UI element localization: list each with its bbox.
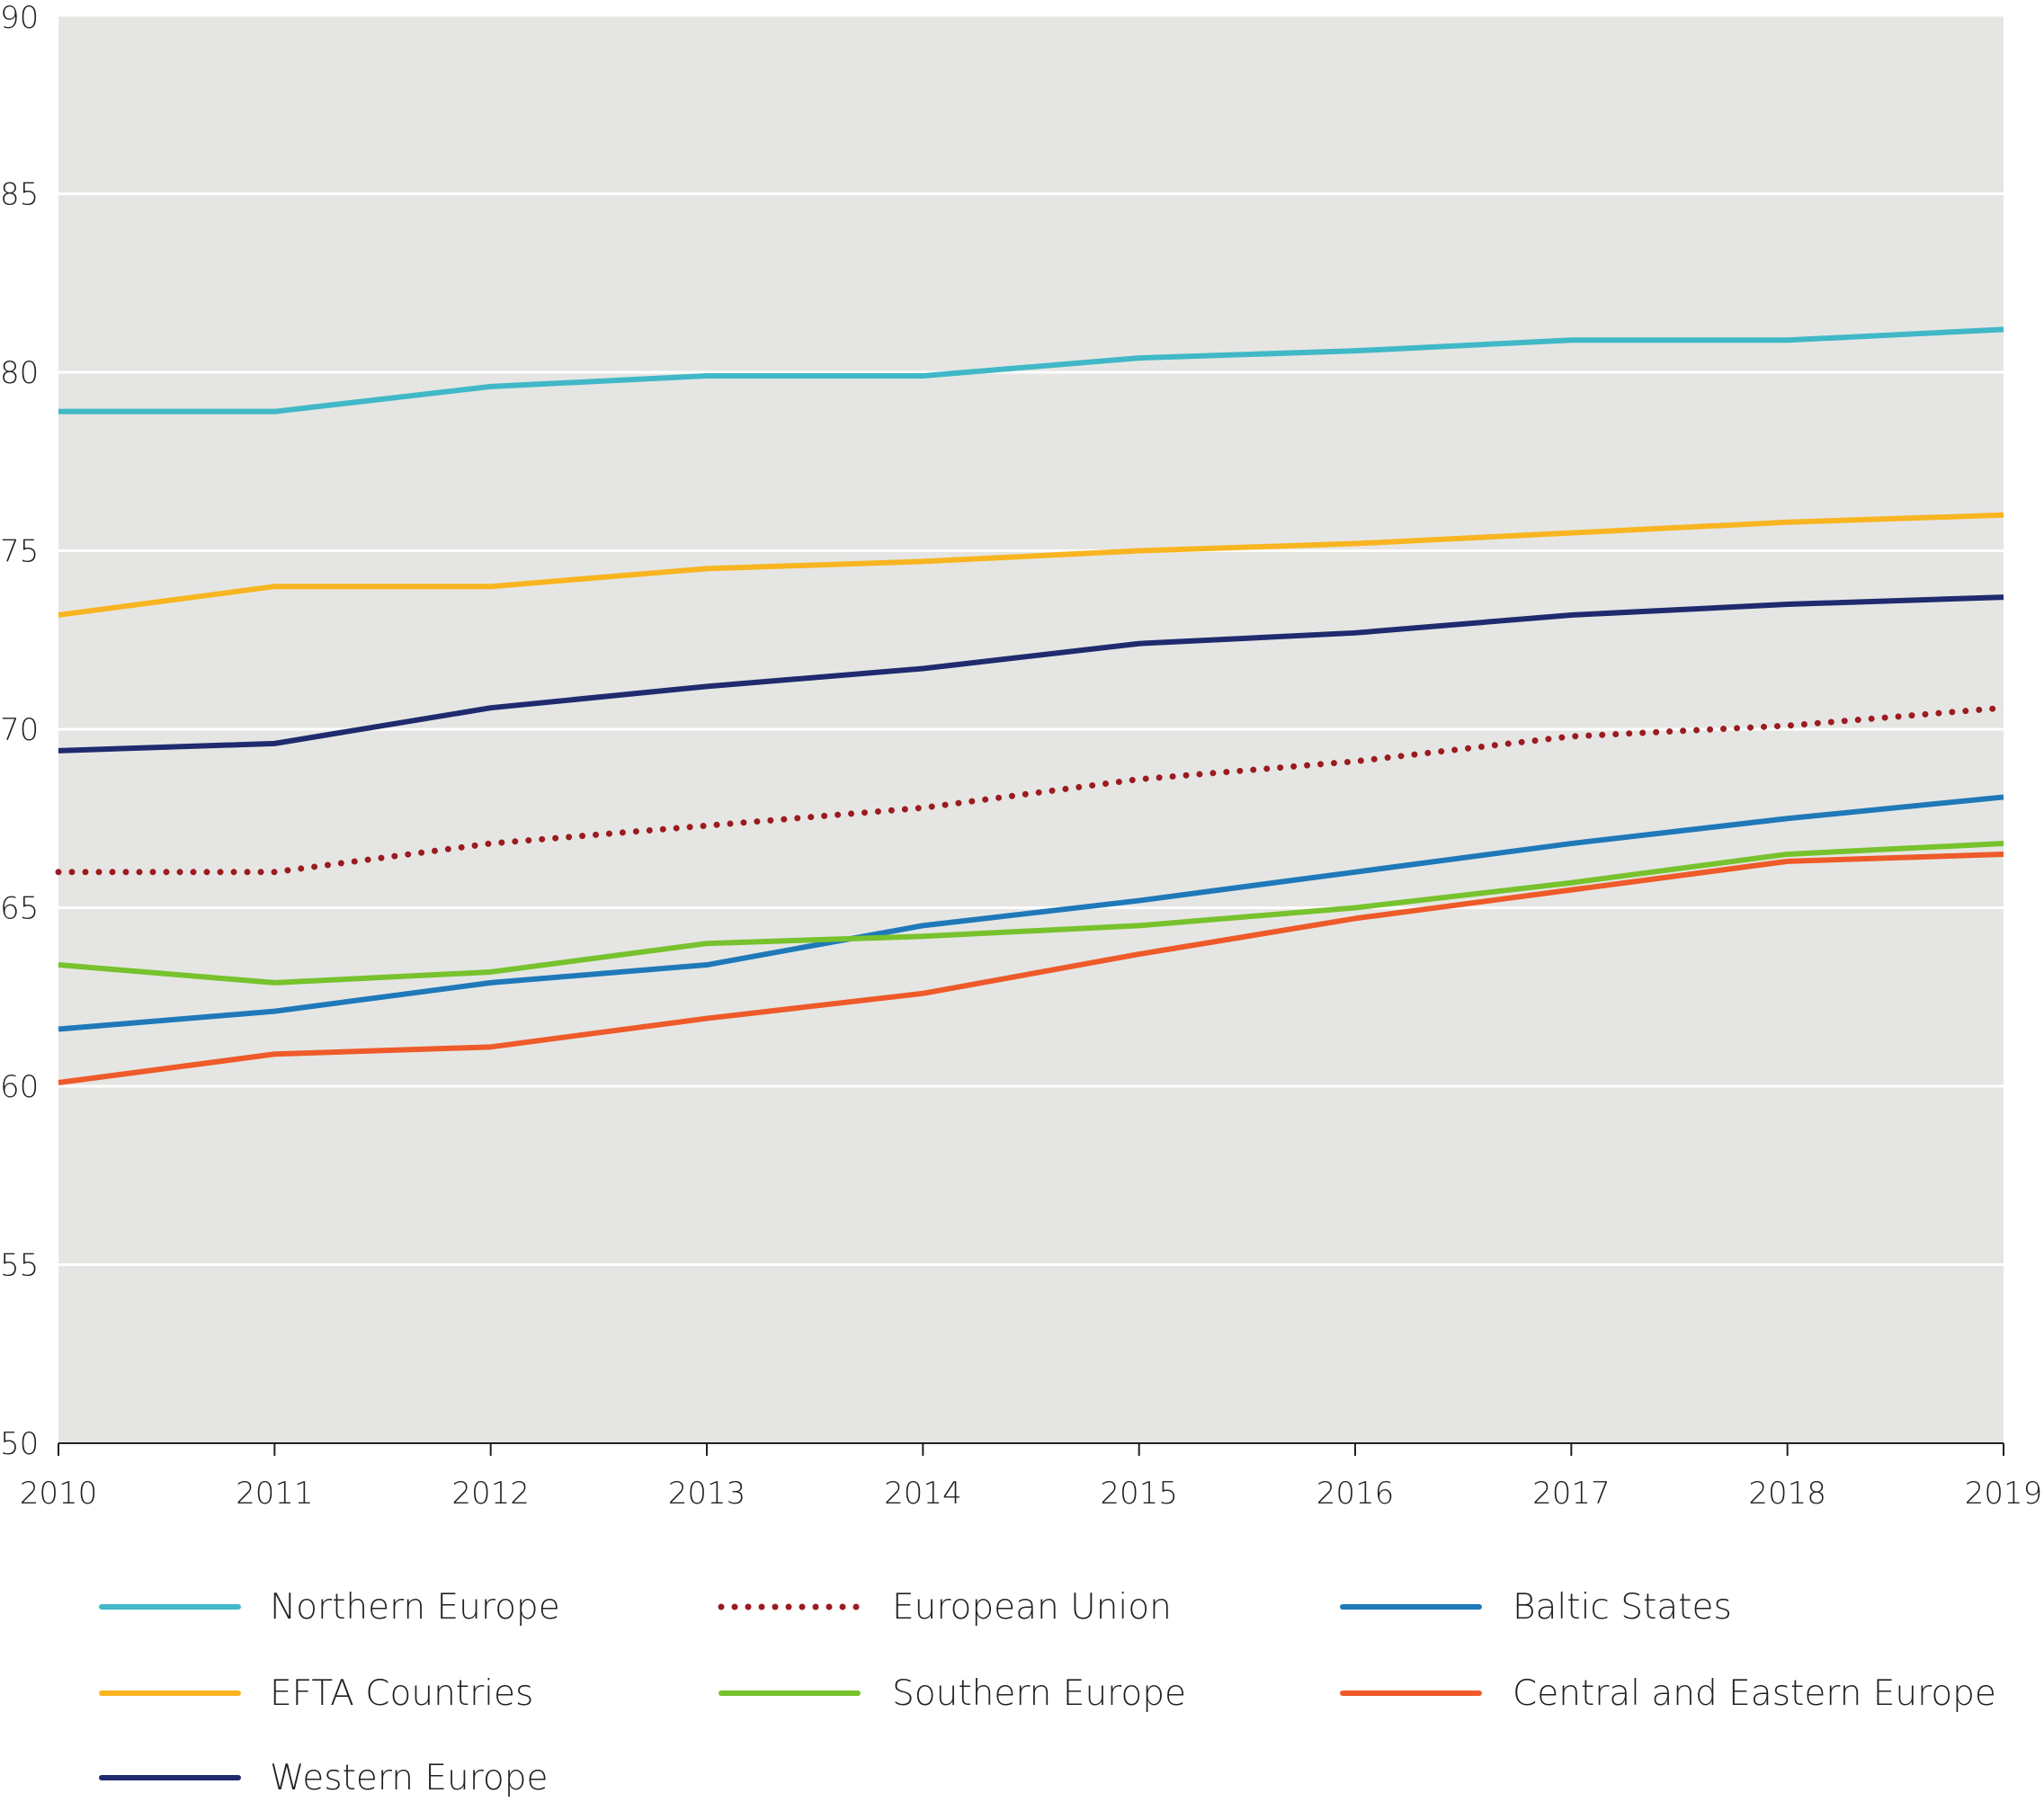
y-tick-label: 75 bbox=[0, 534, 39, 570]
legend-label-efta-countries: EFTA Countries bbox=[270, 1673, 533, 1714]
y-tick-label: 60 bbox=[0, 1069, 39, 1105]
y-tick-label: 90 bbox=[0, 0, 39, 36]
x-tick-label: 2011 bbox=[236, 1476, 314, 1512]
x-axis: 2010 2011 2012 2013 2014 2015 2016 2017 2018 2019 bbox=[20, 1443, 2043, 1512]
y-tick-label: 80 bbox=[0, 355, 39, 391]
x-tick-label: 2016 bbox=[1317, 1476, 1395, 1512]
y-tick-label: 70 bbox=[0, 712, 39, 748]
legend-label-western-europe: Western Europe bbox=[270, 1758, 549, 1798]
x-tick-label: 2017 bbox=[1532, 1476, 1611, 1512]
y-tick-label: 50 bbox=[0, 1426, 39, 1462]
legend: Northern Europe European Union Baltic Stat… bbox=[102, 1587, 1996, 1798]
x-tick-label: 2013 bbox=[668, 1476, 746, 1512]
y-tick-label: 85 bbox=[0, 177, 39, 213]
y-tick-label: 65 bbox=[0, 891, 39, 927]
legend-label-baltic-states: Baltic States bbox=[1513, 1587, 1732, 1628]
legend-label-european-union: European Union bbox=[892, 1587, 1172, 1628]
x-tick-label: 2019 bbox=[1965, 1476, 2043, 1512]
y-axis: 50 55 60 65 70 75 80 85 90 bbox=[0, 0, 39, 1462]
legend-label-northern-europe: Northern Europe bbox=[270, 1587, 560, 1628]
legend-label-central-and-eastern-europe: Central and Eastern Europe bbox=[1513, 1673, 1996, 1714]
y-tick-label: 55 bbox=[0, 1248, 39, 1284]
x-tick-label: 2012 bbox=[451, 1476, 530, 1512]
x-tick-label: 2014 bbox=[884, 1476, 962, 1512]
x-tick-label: 2015 bbox=[1100, 1476, 1178, 1512]
legend-label-southern-europe: Southern Europe bbox=[892, 1673, 1186, 1714]
x-tick-label: 2018 bbox=[1748, 1476, 1826, 1512]
x-tick-label: 2010 bbox=[20, 1476, 98, 1512]
